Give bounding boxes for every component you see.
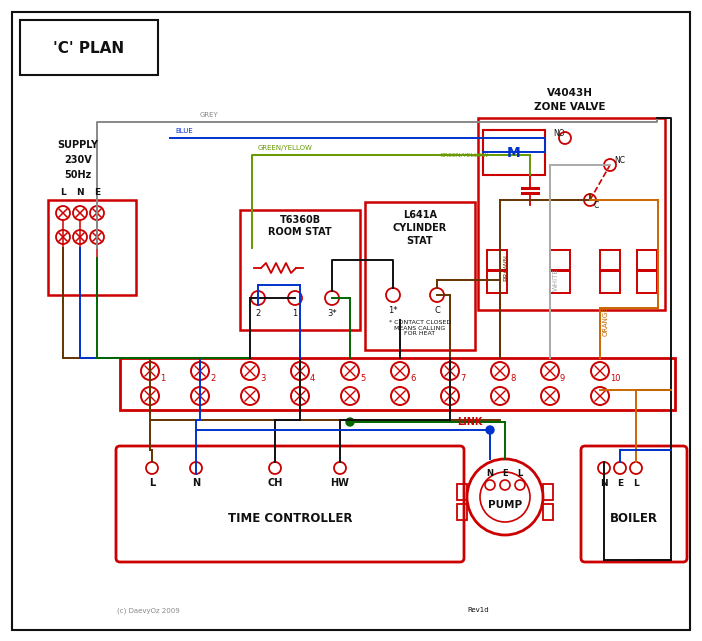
Bar — [600, 250, 620, 270]
Circle shape — [346, 418, 354, 426]
Text: LINK: LINK — [457, 417, 483, 427]
Text: V4043H: V4043H — [547, 88, 593, 98]
Text: GREEN/YELLOW: GREEN/YELLOW — [258, 145, 313, 151]
Bar — [543, 484, 553, 500]
Text: 1: 1 — [292, 308, 298, 317]
Text: (c) DaevyOz 2009: (c) DaevyOz 2009 — [117, 607, 180, 613]
Text: 9: 9 — [560, 374, 565, 383]
Text: N: N — [77, 188, 84, 197]
Text: BROWN: BROWN — [503, 254, 509, 281]
Text: N: N — [192, 478, 200, 488]
Bar — [637, 250, 657, 270]
Text: N: N — [600, 478, 608, 488]
Text: GREEN/YELLOW: GREEN/YELLOW — [440, 152, 489, 157]
Text: PUMP: PUMP — [488, 500, 522, 510]
Text: 6: 6 — [410, 374, 416, 383]
Text: TIME CONTROLLER: TIME CONTROLLER — [227, 513, 352, 526]
Bar — [48, 200, 136, 295]
Bar — [457, 504, 467, 520]
Text: 7: 7 — [460, 374, 465, 383]
Text: E: E — [94, 188, 100, 197]
Text: 5: 5 — [360, 374, 365, 383]
Text: 1*: 1* — [388, 306, 398, 315]
Bar — [240, 210, 360, 330]
Bar — [550, 271, 570, 293]
Text: 3*: 3* — [327, 308, 337, 317]
Text: ZONE VALVE: ZONE VALVE — [534, 102, 606, 112]
Text: L: L — [517, 469, 522, 478]
Bar — [637, 271, 657, 293]
Text: 3: 3 — [260, 374, 265, 383]
Text: GREY: GREY — [200, 112, 219, 118]
Text: 4: 4 — [310, 374, 315, 383]
Text: ORANGE: ORANGE — [603, 306, 609, 336]
Text: 50Hz: 50Hz — [65, 170, 92, 180]
Bar — [478, 118, 665, 310]
Text: BOILER: BOILER — [610, 513, 658, 526]
Text: 10: 10 — [610, 374, 621, 383]
Circle shape — [486, 426, 494, 434]
Text: L: L — [633, 478, 639, 488]
Text: 2: 2 — [210, 374, 216, 383]
Text: SUPPLY: SUPPLY — [58, 140, 98, 150]
Text: T6360B: T6360B — [279, 215, 321, 225]
Text: N: N — [486, 469, 494, 478]
Text: WHITE: WHITE — [553, 268, 559, 291]
Text: E: E — [502, 469, 508, 478]
Text: STAT: STAT — [406, 236, 433, 246]
Text: L: L — [60, 188, 66, 197]
Text: HW: HW — [331, 478, 350, 488]
Text: L641A: L641A — [403, 210, 437, 220]
Text: E: E — [617, 478, 623, 488]
Text: NC: NC — [614, 156, 625, 165]
Text: CYLINDER: CYLINDER — [393, 223, 447, 233]
Text: Rev1d: Rev1d — [468, 607, 489, 613]
Bar — [457, 484, 467, 500]
Text: 230V: 230V — [64, 155, 92, 165]
Text: 1: 1 — [160, 374, 165, 383]
Bar — [483, 130, 545, 175]
Bar — [550, 250, 570, 270]
Text: M: M — [507, 146, 521, 160]
Bar — [20, 20, 158, 75]
Text: NO: NO — [553, 129, 564, 138]
Text: * CONTACT CLOSED
MEANS CALLING
FOR HEAT: * CONTACT CLOSED MEANS CALLING FOR HEAT — [389, 320, 451, 337]
Bar — [543, 504, 553, 520]
Text: C: C — [434, 306, 440, 315]
Text: 2: 2 — [256, 308, 260, 317]
Text: BLUE: BLUE — [175, 128, 193, 134]
Bar — [487, 250, 507, 270]
Text: CH: CH — [267, 478, 283, 488]
Bar — [600, 271, 620, 293]
Text: C: C — [594, 201, 600, 210]
Text: 'C' PLAN: 'C' PLAN — [53, 40, 124, 56]
Bar — [487, 271, 507, 293]
Text: ROOM STAT: ROOM STAT — [268, 227, 332, 237]
Text: L: L — [149, 478, 155, 488]
Bar — [120, 358, 675, 410]
Text: 8: 8 — [510, 374, 515, 383]
Bar — [365, 202, 475, 350]
